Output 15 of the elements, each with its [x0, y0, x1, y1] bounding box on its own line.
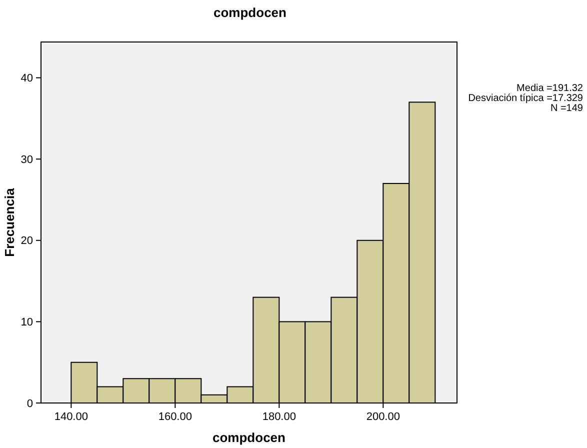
y-tick-label: 30 — [20, 154, 33, 166]
y-axis-title: Frecuencia — [2, 187, 17, 257]
x-tick-label: 180.00 — [262, 411, 296, 423]
y-tick-label: 10 — [20, 316, 33, 329]
text: Media =191.32 — [516, 83, 584, 94]
y-tick-label: 20 — [20, 235, 33, 248]
x-tick-label: 160.00 — [158, 411, 192, 423]
x-tick-label: 200.00 — [366, 411, 400, 423]
y-tick-label: 40 — [20, 72, 33, 85]
x-axis-title: compdocen — [212, 430, 286, 445]
x-tick-label: 140.00 — [54, 411, 88, 423]
y-tick-label: 0 — [26, 398, 33, 410]
text: N =149 — [550, 103, 584, 114]
text: Desviación típica =17.329 — [468, 93, 584, 104]
chart-title: compdocen — [214, 5, 287, 20]
